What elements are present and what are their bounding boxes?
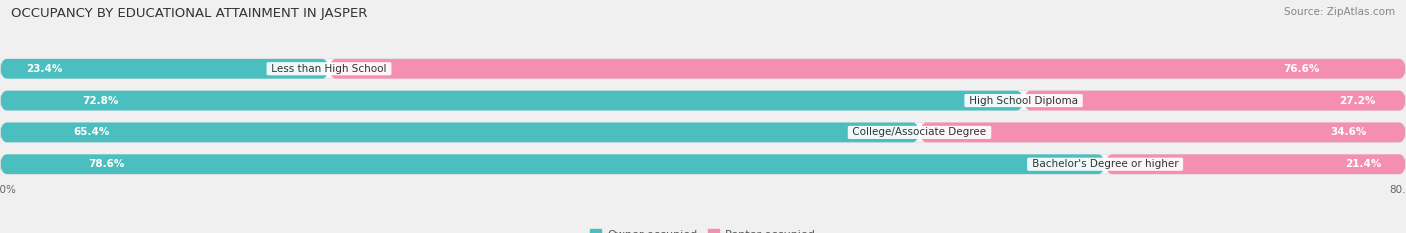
FancyBboxPatch shape [0,59,1406,79]
Text: 72.8%: 72.8% [82,96,118,106]
Text: Source: ZipAtlas.com: Source: ZipAtlas.com [1284,7,1395,17]
Text: 76.6%: 76.6% [1284,64,1320,74]
FancyBboxPatch shape [0,123,1406,142]
FancyBboxPatch shape [329,59,1406,79]
Text: OCCUPANCY BY EDUCATIONAL ATTAINMENT IN JASPER: OCCUPANCY BY EDUCATIONAL ATTAINMENT IN J… [11,7,367,20]
Legend: Owner-occupied, Renter-occupied: Owner-occupied, Renter-occupied [586,225,820,233]
FancyBboxPatch shape [0,154,1406,174]
Text: 27.2%: 27.2% [1339,96,1375,106]
FancyBboxPatch shape [0,123,920,142]
Text: Less than High School: Less than High School [269,64,389,74]
FancyBboxPatch shape [0,91,1406,110]
Text: High School Diploma: High School Diploma [966,96,1081,106]
Text: Bachelor's Degree or higher: Bachelor's Degree or higher [1029,159,1181,169]
Text: 21.4%: 21.4% [1346,159,1382,169]
FancyBboxPatch shape [1105,154,1406,174]
FancyBboxPatch shape [0,154,1105,174]
FancyBboxPatch shape [920,123,1406,142]
FancyBboxPatch shape [1024,91,1406,110]
FancyBboxPatch shape [0,59,329,79]
Text: 34.6%: 34.6% [1330,127,1367,137]
Text: College/Associate Degree: College/Associate Degree [849,127,990,137]
Text: 78.6%: 78.6% [89,159,125,169]
Text: 23.4%: 23.4% [27,64,63,74]
Text: 65.4%: 65.4% [73,127,110,137]
FancyBboxPatch shape [0,91,1024,110]
